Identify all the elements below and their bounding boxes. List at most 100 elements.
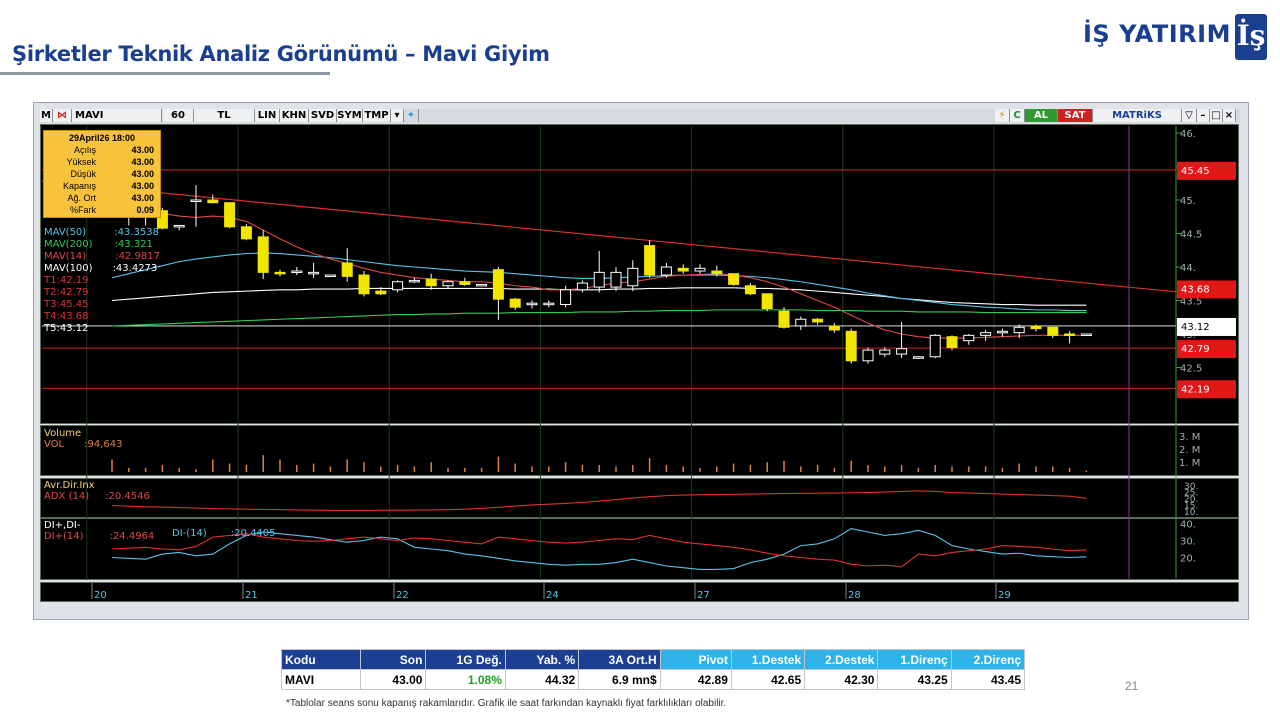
info-value: 43.00 bbox=[131, 193, 154, 203]
info-value: 43.00 bbox=[131, 145, 154, 155]
candle-up bbox=[291, 270, 303, 274]
dropdown-arrow-icon[interactable]: ▾ bbox=[391, 109, 404, 122]
candle-up bbox=[392, 281, 404, 291]
lin-button[interactable]: LIN bbox=[255, 109, 280, 122]
info-key: Yüksek bbox=[66, 157, 96, 167]
ohlc-info-box: 29April26 18:00 Açılış 43.00 Yüksek 43.00 … bbox=[43, 130, 161, 218]
sym-button[interactable]: SYM bbox=[337, 109, 363, 122]
mav14-legend: MAV(14):42.9817 bbox=[44, 251, 160, 262]
al-button[interactable]: AL bbox=[1025, 109, 1058, 122]
time-axis-label: 22 bbox=[396, 590, 409, 601]
candle-down bbox=[828, 325, 840, 331]
candle-up bbox=[1080, 333, 1092, 336]
candle-down bbox=[761, 293, 773, 310]
currency-field[interactable]: TL bbox=[194, 109, 255, 122]
candle-up bbox=[929, 334, 941, 358]
candle-down bbox=[341, 262, 353, 277]
time-axis-label: 24 bbox=[546, 590, 559, 601]
svd-button[interactable]: SVD bbox=[309, 109, 337, 122]
time-axis-label: 20 bbox=[94, 590, 107, 601]
info-key: Düşük bbox=[70, 169, 96, 179]
candle-down bbox=[744, 285, 756, 295]
header-son: Son bbox=[360, 649, 427, 670]
candle-up bbox=[576, 282, 588, 291]
diminus-legend: DI-(14):20.4405 bbox=[172, 528, 276, 539]
close-icon[interactable]: × bbox=[1223, 109, 1236, 122]
candle-up bbox=[996, 330, 1008, 334]
period-field[interactable]: 60 bbox=[163, 109, 194, 122]
symbol-field[interactable]: MAVI bbox=[72, 109, 162, 122]
adx-pane[interactable] bbox=[40, 478, 1239, 518]
summary-table: Kodu Son 1G Değ. Yab. % 3A Ort.H Pivot 1… bbox=[280, 649, 1026, 690]
twitter-icon[interactable]: ✦ bbox=[404, 109, 419, 122]
candle-down bbox=[240, 226, 252, 240]
di-pane[interactable] bbox=[40, 518, 1239, 580]
level-t3-label: T3:45.45 bbox=[44, 299, 89, 310]
khn-button[interactable]: KHN bbox=[280, 109, 309, 122]
info-row-low: Düşük 43.00 bbox=[44, 169, 160, 181]
candle-down bbox=[728, 273, 740, 285]
header-kodu: Kodu bbox=[280, 649, 362, 670]
candle-down bbox=[677, 267, 689, 272]
candle-down bbox=[274, 271, 286, 275]
title-underline bbox=[0, 72, 330, 75]
candle-up bbox=[660, 266, 672, 276]
window-menu-icon[interactable]: ▽ bbox=[1182, 109, 1197, 122]
candle-down bbox=[946, 336, 958, 348]
candle-up bbox=[610, 271, 622, 288]
diplus-legend: DI+(14):24.4964 bbox=[44, 531, 155, 542]
lightning-icon[interactable]: ⚡ bbox=[995, 109, 1010, 122]
volume-title: Volume bbox=[44, 428, 82, 439]
refresh-c-icon[interactable]: C bbox=[1010, 109, 1025, 122]
di-plus-line bbox=[111, 533, 1087, 568]
cell-destek1: 42.65 bbox=[730, 669, 806, 690]
header-destek1: 1.Destek bbox=[730, 649, 806, 670]
brand-logo-icon: İş bbox=[1235, 14, 1267, 60]
candle-down bbox=[1030, 325, 1042, 330]
info-value: 43.00 bbox=[131, 169, 154, 179]
chart-type-icon[interactable]: ⋈ bbox=[53, 109, 72, 122]
candle-up bbox=[879, 349, 891, 355]
tmp-button[interactable]: TMP bbox=[363, 109, 391, 122]
adx-title: Avr.Dir.Inx bbox=[44, 480, 95, 491]
candle-up bbox=[963, 334, 975, 342]
volume-pane[interactable] bbox=[40, 425, 1239, 476]
candle-down bbox=[375, 290, 387, 295]
candle-down bbox=[1064, 333, 1076, 336]
price-marker-label: 45.45 bbox=[1181, 166, 1210, 177]
candle-down bbox=[644, 245, 656, 276]
cell-3a: 6.9 mn$ bbox=[578, 669, 661, 690]
info-date: 29April26 18:00 bbox=[68, 133, 136, 143]
adx-tick-label: 20. bbox=[1184, 495, 1198, 505]
price-marker-label: 42.79 bbox=[1181, 344, 1210, 355]
candle-up bbox=[862, 349, 874, 362]
time-axis bbox=[40, 582, 1239, 602]
matriks-m-icon[interactable]: M bbox=[40, 109, 53, 122]
adx-legend: ADX (14):20.4546 bbox=[44, 491, 150, 502]
candle-up bbox=[896, 348, 908, 355]
adx-tick-label: 15. bbox=[1184, 502, 1198, 512]
info-value: 0.09 bbox=[136, 205, 154, 215]
mav50-legend: MAV(50):43.3538 bbox=[44, 227, 159, 238]
time-axis-label: 29 bbox=[998, 590, 1011, 601]
minimize-icon[interactable]: – bbox=[1197, 109, 1210, 122]
header-1g: 1G Değ. bbox=[425, 649, 506, 670]
maximize-icon[interactable]: □ bbox=[1210, 109, 1223, 122]
candle-down bbox=[358, 274, 370, 295]
candle-up bbox=[1013, 326, 1025, 334]
sat-button[interactable]: SAT bbox=[1058, 109, 1093, 122]
cell-kodu: MAVI bbox=[280, 669, 362, 690]
price-pane[interactable] bbox=[40, 124, 1239, 424]
candle-up bbox=[526, 302, 538, 306]
candle-up bbox=[543, 302, 555, 306]
adx-tick-label: 10. bbox=[1184, 508, 1198, 518]
brand-logo-mark: İş bbox=[1236, 19, 1266, 52]
cell-direnc1: 43.25 bbox=[877, 669, 952, 690]
candle-up bbox=[627, 267, 639, 287]
candle-down bbox=[711, 270, 723, 275]
cell-destek2: 42.30 bbox=[804, 669, 879, 690]
y-tick-label: 44.5 bbox=[1180, 230, 1202, 241]
chart-toolbar: M ⋈ MAVI 60 TL LIN KHN SVD SYM TMP ▾ ✦ ⚡… bbox=[40, 109, 1240, 123]
mav200-legend: MAV(200):43.321 bbox=[44, 239, 153, 250]
